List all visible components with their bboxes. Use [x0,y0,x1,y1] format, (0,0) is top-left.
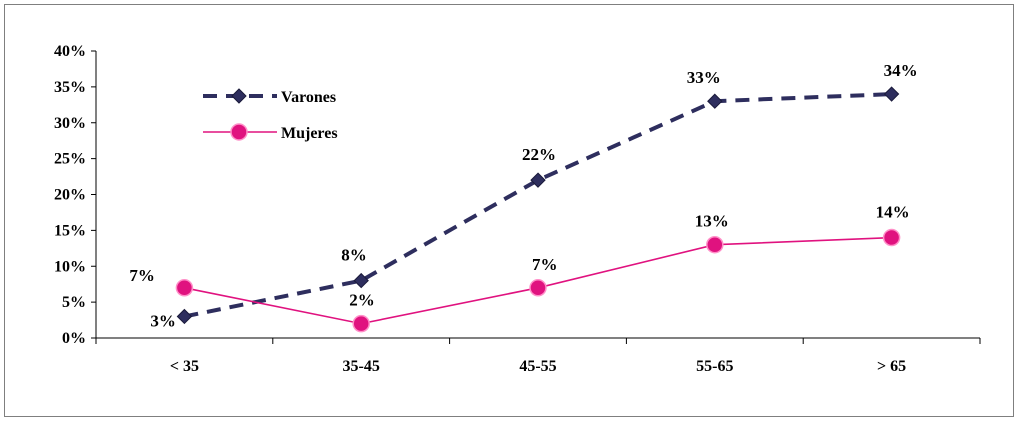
data-point-varones [707,93,723,109]
legend: Varones Mujeres [203,88,338,142]
legend-marker-mujeres [230,123,248,141]
y-tick-label: 25% [54,151,86,168]
series-layer: 3% 8% 22% 33% 34% 7% 2% 7% 13% 14% [129,61,918,333]
y-tick-label: 30% [54,115,86,132]
data-label-mujeres: 7% [532,255,558,274]
data-label-mujeres: 7% [129,266,155,285]
y-tick-label: 10% [54,258,86,275]
data-label-varones: 22% [522,145,556,164]
y-tick-label: 35% [54,79,86,96]
data-point-mujeres [352,314,370,333]
legend-label-varones: Varones [281,89,336,106]
y-tick-label: 5% [62,294,86,311]
x-tick-label: 55-65 [696,358,733,375]
axes: 0% 5% 10% 15% 20% 25% 30% 35% 40% < 35 35-45 45-55 5… [54,43,981,375]
data-label-varones: 3% [150,311,176,330]
data-label-varones: 34% [884,61,918,80]
y-tick-label: 15% [54,222,86,239]
x-tick-label: 45-55 [519,358,556,375]
x-tick-label: > 65 [877,358,906,375]
data-point-varones [353,272,369,289]
y-tick-label: 0% [62,330,86,347]
chart-frame: 0% 5% 10% 15% 20% 25% 30% 35% 40% < 35 35-45 45-55 5… [4,4,1014,417]
y-tick-label: 20% [54,187,86,204]
legend-marker-varones [231,88,247,104]
series-line-varones [184,92,892,319]
x-tick-label: 35-45 [343,358,380,375]
data-point-varones [530,172,546,188]
line-chart: 0% 5% 10% 15% 20% 25% 30% 35% 40% < 35 35-45 45-55 5… [54,43,981,375]
data-point-varones [883,86,900,102]
data-label-mujeres: 14% [876,203,910,222]
legend-label-mujeres: Mujeres [281,125,338,142]
x-tick-label: < 35 [170,358,199,375]
data-label-mujeres: 2% [349,291,375,310]
data-label-varones: 33% [687,68,721,87]
y-tick-label: 40% [54,43,86,60]
data-point-varones [176,308,193,325]
data-label-varones: 8% [341,246,367,265]
data-point-mujeres [706,235,724,254]
data-label-mujeres: 13% [695,212,729,231]
data-point-mujeres [529,279,547,297]
data-point-mujeres [882,228,901,247]
data-point-mujeres [175,279,194,297]
